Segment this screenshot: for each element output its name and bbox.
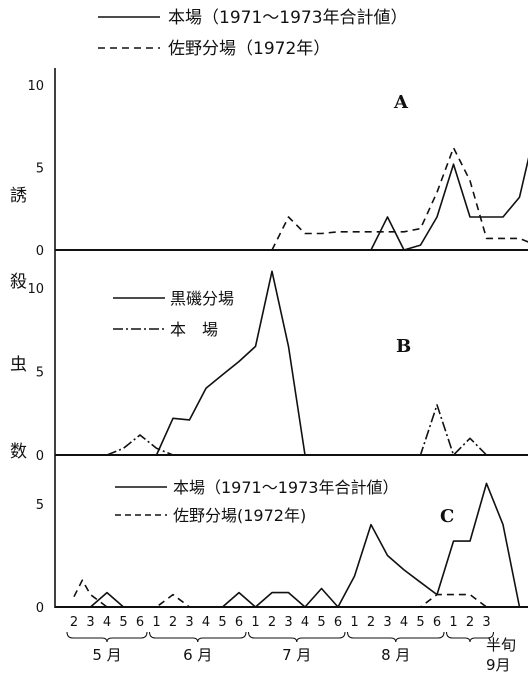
- x-tick-label-9: 5: [218, 615, 226, 630]
- series-line-a-2: [271, 146, 528, 251]
- month-brace-1: [66, 631, 148, 643]
- month-brace-5: [445, 631, 495, 643]
- x-tick-label-5: 1: [152, 615, 160, 630]
- legend-c-dashed-label: 佐野分場(1972年): [173, 506, 306, 525]
- series-line-b-1: [155, 270, 306, 456]
- x-tick-label-23: 1: [449, 615, 457, 630]
- panel-frames: [54, 68, 528, 608]
- x-tick-label-13: 3: [284, 615, 292, 630]
- month-brace-4: [346, 631, 445, 643]
- legend-b: 黒磯分場 本 場: [113, 289, 234, 339]
- y-tick-label-1-0: 0: [36, 244, 44, 259]
- y-tick-label-3-0: 0: [36, 601, 44, 616]
- panel-label-b: B: [396, 336, 411, 357]
- y-tick-label-3-5: 5: [36, 498, 44, 513]
- x-tick-label-20: 4: [400, 615, 408, 630]
- y-axis-char-2: 殺: [10, 272, 27, 292]
- panel-label-a: A: [393, 92, 409, 113]
- legend-a: 本場（1971〜1973年合計値） 佐野分場（1972年）: [98, 8, 408, 59]
- month-label-4: 8 月: [381, 646, 410, 664]
- x-tick-label-4: 6: [136, 615, 144, 630]
- y-axis-char-4: 数: [10, 442, 27, 462]
- x-tick-label-15: 5: [317, 615, 325, 630]
- x-tick-label-24: 2: [466, 615, 474, 630]
- panel-label-c: C: [440, 506, 454, 527]
- x-tick-label-12: 2: [268, 615, 276, 630]
- y-axis-label: 誘 殺 虫 数: [10, 186, 27, 462]
- y-tick-label-2-10: 10: [27, 282, 44, 297]
- month-label-2: 6 月: [183, 646, 212, 664]
- x-tick-label-19: 3: [383, 615, 391, 630]
- x-tick-label-25: 3: [482, 615, 490, 630]
- x-tick-label-1: 3: [86, 615, 94, 630]
- x-tick-label-16: 6: [334, 615, 342, 630]
- x-tick-label-0: 2: [70, 615, 78, 630]
- legend-c-solid-label: 本場（1971〜1973年合計値）: [173, 478, 398, 497]
- x-tick-label-21: 5: [416, 615, 424, 630]
- x-tick-label-17: 1: [350, 615, 358, 630]
- y-tick-label-1-10: 10: [27, 79, 44, 94]
- x-tick-label-2: 4: [103, 615, 111, 630]
- x-tick-label-6: 2: [169, 615, 177, 630]
- month-brace-2: [148, 631, 247, 643]
- y-axis-char-1: 誘: [10, 186, 27, 206]
- x-tick-label-18: 2: [367, 615, 375, 630]
- series-line-c-2: [73, 579, 487, 608]
- month-brace-3: [247, 631, 346, 643]
- y-axis-char-3: 虫: [10, 355, 27, 375]
- x-tick-label-3: 5: [119, 615, 127, 630]
- legend-c: 本場（1971〜1973年合計値） 佐野分場(1972年): [115, 478, 398, 525]
- legend-b-solid-label: 黒磯分場: [170, 289, 234, 308]
- series-lines: [73, 146, 528, 608]
- x-tick-label-10: 6: [235, 615, 243, 630]
- month-label-1: 5 月: [92, 646, 121, 664]
- month-label-3: 7 月: [282, 646, 311, 664]
- legend-b-dashdot-label: 本 場: [170, 320, 218, 339]
- x-tick-label-14: 4: [301, 615, 309, 630]
- legend-a-dashed-label: 佐野分場（1972年）: [168, 39, 330, 59]
- series-line-a-1: [370, 157, 528, 251]
- series-line-b-2: [106, 404, 488, 456]
- x-axis-unit-label: 半旬: [486, 636, 516, 654]
- x-tick-label-22: 6: [433, 615, 441, 630]
- x-tick-label-8: 4: [202, 615, 210, 630]
- y-tick-label-1-5: 5: [36, 162, 44, 177]
- x-tick-label-7: 3: [185, 615, 193, 630]
- series-line-c-1: [89, 482, 521, 608]
- x-tick-label-11: 1: [251, 615, 259, 630]
- legend-a-solid-label: 本場（1971〜1973年合計値）: [168, 8, 408, 28]
- y-tick-labels: 0 5 10 0 5 10 0 5: [27, 79, 44, 616]
- y-tick-label-2-0: 0: [36, 449, 44, 464]
- y-tick-label-2-5: 5: [36, 366, 44, 381]
- month-label-5: 9月: [486, 656, 511, 674]
